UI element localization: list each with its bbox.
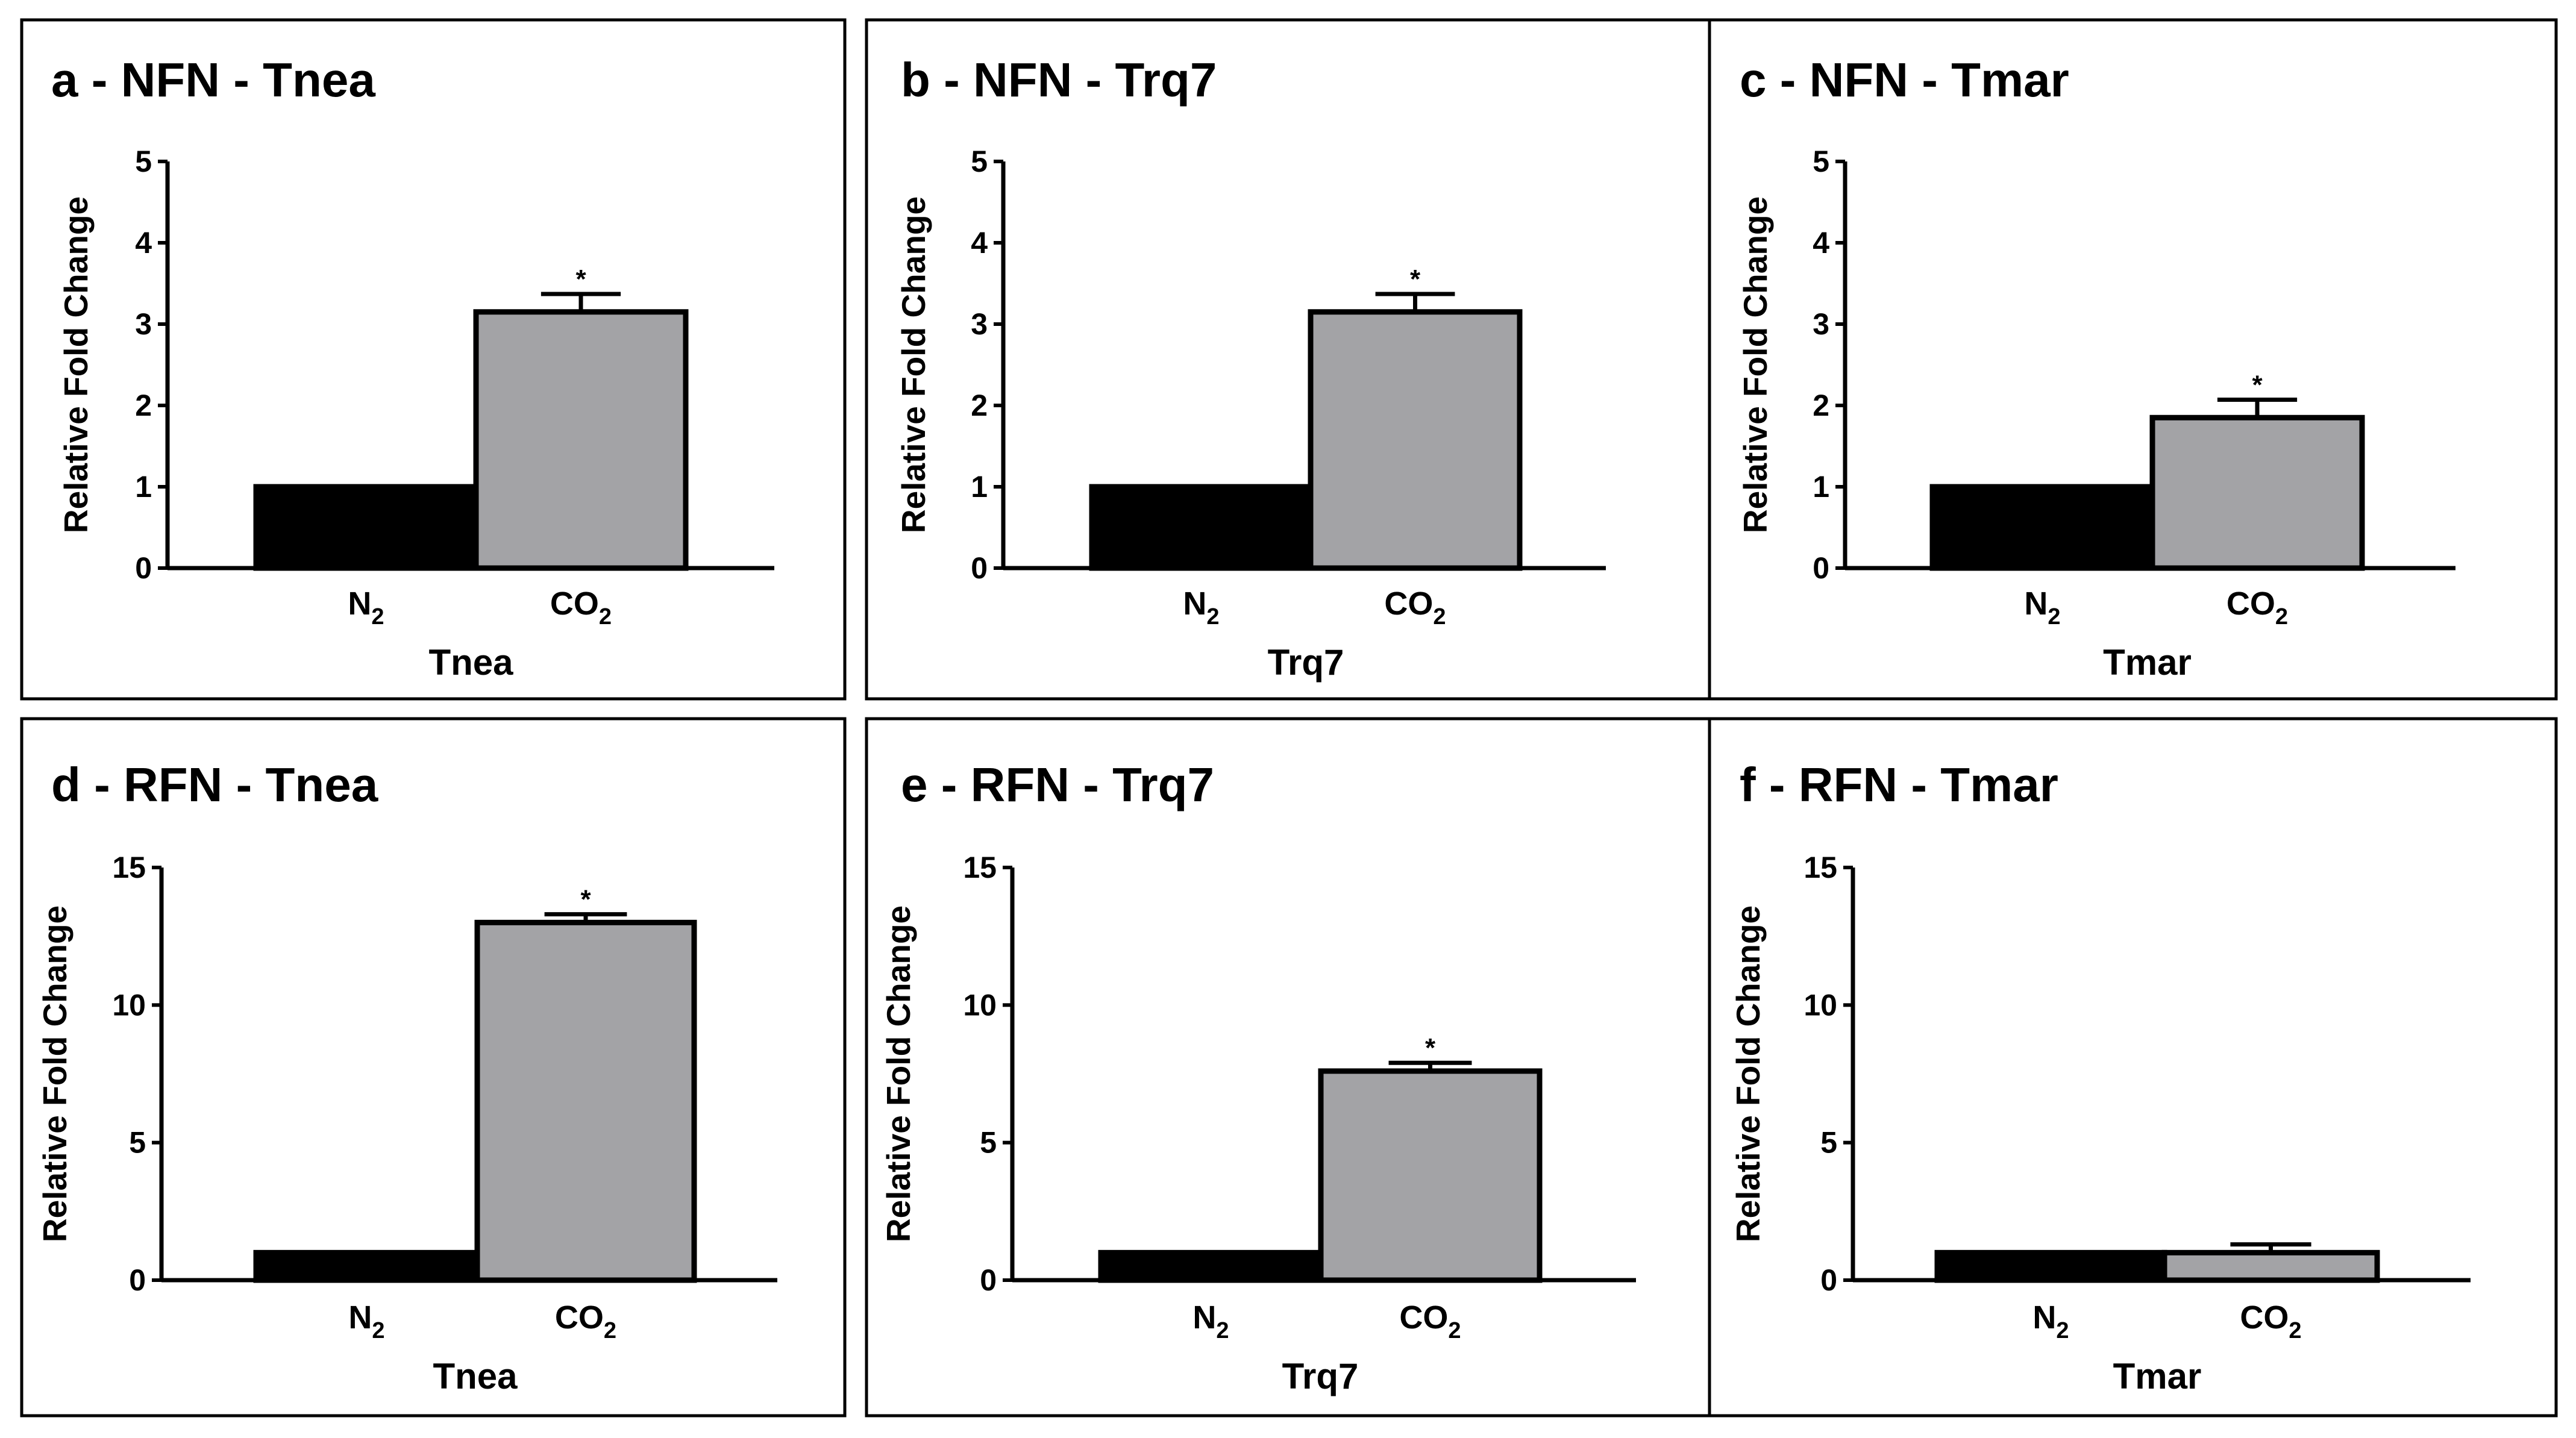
panel-frame bbox=[1708, 717, 2558, 1418]
y-tick-label: 10 bbox=[1804, 988, 1837, 1022]
significance-marker: * bbox=[1425, 1033, 1436, 1063]
y-tick-label: 5 bbox=[135, 145, 152, 178]
y-axis-label: Relative Fold Change bbox=[57, 196, 95, 533]
panel-frame bbox=[20, 717, 847, 1418]
bar-1 bbox=[1308, 309, 1523, 571]
y-tick-label: 2 bbox=[135, 389, 152, 422]
panel-frame bbox=[865, 18, 1711, 701]
y-tick-label: 0 bbox=[980, 1263, 997, 1297]
chart-panel-d: d - RFN - Tnea N2 * CO2 0 5 10 15 Tnea Relative F… bbox=[20, 717, 847, 1418]
y-tick-label: 1 bbox=[135, 470, 152, 504]
y-tick-label: 5 bbox=[1820, 1126, 1837, 1160]
y-tick-label: 15 bbox=[963, 851, 997, 884]
y-tick-label: 15 bbox=[112, 851, 146, 884]
significance-marker: * bbox=[575, 264, 586, 294]
chart-panel-a: a - NFN - Tnea N2 * CO2 0 1 2 3 4 5 Tnea Relative F… bbox=[20, 18, 847, 701]
y-tick-label: 5 bbox=[129, 1126, 146, 1160]
y-tick-label: 5 bbox=[980, 1126, 997, 1160]
bar-1 bbox=[1318, 1068, 1543, 1283]
y-tick-label: 5 bbox=[1813, 145, 1829, 178]
panel-title: d - RFN - Tnea bbox=[51, 758, 378, 811]
significance-marker: * bbox=[580, 885, 591, 914]
bar-1 bbox=[473, 309, 689, 571]
category-label-0: N2 bbox=[1183, 586, 1219, 630]
x-axis-label: Tmar bbox=[2103, 642, 2192, 683]
category-label-1: CO2 bbox=[1399, 1299, 1461, 1343]
panel-frame bbox=[20, 18, 847, 701]
y-axis-label: Relative Fold Change bbox=[895, 196, 932, 533]
category-label-1: CO2 bbox=[550, 586, 612, 630]
y-axis-label: Relative Fold Change bbox=[1737, 196, 1774, 533]
panel-title: a - NFN - Tnea bbox=[51, 53, 375, 107]
y-axis-label: Relative Fold Change bbox=[36, 905, 74, 1242]
y-tick-label: 3 bbox=[971, 307, 988, 341]
category-label-1: CO2 bbox=[2240, 1299, 2301, 1343]
panel-title: c - NFN - Tmar bbox=[1740, 53, 2069, 107]
category-label-1: CO2 bbox=[2227, 586, 2288, 630]
bar-1 bbox=[2161, 1249, 2380, 1283]
category-label-0: N2 bbox=[1192, 1299, 1229, 1343]
y-tick-label: 3 bbox=[135, 307, 152, 341]
chart-panel-f: f - RFN - Tmar N2 CO2 0 5 10 15 Tmar Relative Fo… bbox=[1708, 717, 2558, 1418]
y-tick-label: 0 bbox=[1820, 1263, 1837, 1297]
significance-marker: * bbox=[2252, 370, 2263, 400]
y-tick-label: 15 bbox=[1804, 851, 1837, 884]
bar-1 bbox=[2149, 414, 2365, 571]
y-tick-label: 2 bbox=[1813, 389, 1829, 422]
panel-title: e - RFN - Trq7 bbox=[901, 758, 1214, 811]
y-tick-label: 4 bbox=[971, 226, 988, 260]
y-tick-label: 10 bbox=[112, 988, 146, 1022]
bar-0 bbox=[1934, 1249, 2167, 1283]
y-tick-label: 0 bbox=[135, 551, 152, 585]
y-tick-label: 4 bbox=[1813, 226, 1829, 260]
y-tick-label: 0 bbox=[971, 551, 988, 585]
bar-0 bbox=[253, 484, 479, 571]
category-label-0: N2 bbox=[2032, 1299, 2069, 1343]
y-tick-label: 1 bbox=[971, 470, 988, 504]
y-tick-label: 4 bbox=[135, 226, 152, 260]
panel-frame bbox=[1708, 18, 2558, 701]
y-tick-label: 3 bbox=[1813, 307, 1829, 341]
x-axis-label: Tnea bbox=[433, 1356, 518, 1396]
y-tick-label: 5 bbox=[971, 145, 988, 178]
y-tick-label: 10 bbox=[963, 988, 997, 1022]
x-axis-label: Tnea bbox=[428, 642, 513, 683]
y-axis-label: Relative Fold Change bbox=[880, 905, 917, 1242]
y-tick-label: 0 bbox=[1813, 551, 1829, 585]
panel-title: f - RFN - Tmar bbox=[1740, 758, 2058, 811]
chart-panel-b: b - NFN - Trq7 N2 * CO2 0 1 2 3 4 5 Trq7 Relative F… bbox=[865, 18, 1711, 701]
y-tick-label: 0 bbox=[129, 1263, 146, 1297]
x-axis-label: Trq7 bbox=[1268, 642, 1344, 683]
category-label-1: CO2 bbox=[555, 1299, 616, 1343]
category-label-0: N2 bbox=[348, 586, 384, 630]
chart-panel-c: c - NFN - Tmar N2 * CO2 0 1 2 3 4 5 Tmar Relative F… bbox=[1708, 18, 2558, 701]
chart-panel-e: e - RFN - Trq7 N2 * CO2 0 5 10 15 Trq7 Relative F… bbox=[865, 717, 1711, 1418]
x-axis-label: Tmar bbox=[2113, 1356, 2202, 1396]
panel-frame bbox=[865, 717, 1711, 1418]
significance-marker: * bbox=[1410, 264, 1421, 294]
bar-0 bbox=[1929, 484, 2155, 571]
bar-1 bbox=[474, 919, 697, 1283]
x-axis-label: Trq7 bbox=[1282, 1356, 1359, 1396]
y-axis-label: Relative Fold Change bbox=[1729, 905, 1767, 1242]
category-label-0: N2 bbox=[348, 1299, 384, 1343]
bar-0 bbox=[253, 1249, 480, 1283]
category-label-0: N2 bbox=[2024, 586, 2060, 630]
bar-0 bbox=[1089, 484, 1314, 571]
bar-0 bbox=[1098, 1249, 1324, 1283]
category-label-1: CO2 bbox=[1384, 586, 1446, 630]
y-tick-label: 1 bbox=[1813, 470, 1829, 504]
panel-title: b - NFN - Trq7 bbox=[901, 53, 1217, 107]
y-tick-label: 2 bbox=[971, 389, 988, 422]
